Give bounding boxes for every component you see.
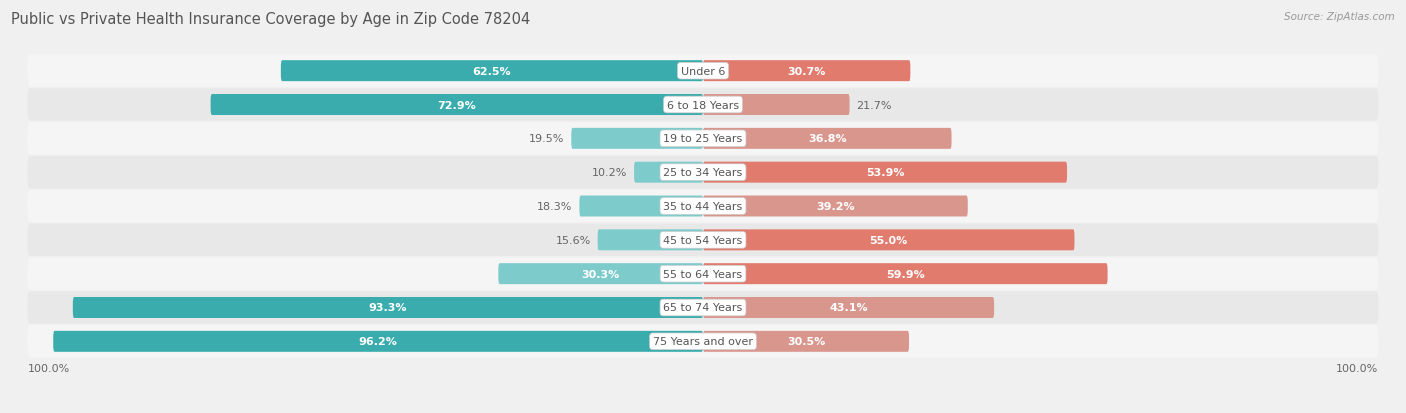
Text: 30.7%: 30.7% <box>787 66 825 76</box>
Text: Source: ZipAtlas.com: Source: ZipAtlas.com <box>1284 12 1395 22</box>
FancyBboxPatch shape <box>28 325 1378 358</box>
Text: 21.7%: 21.7% <box>856 100 891 110</box>
Text: 93.3%: 93.3% <box>368 303 408 313</box>
FancyBboxPatch shape <box>28 190 1378 223</box>
FancyBboxPatch shape <box>28 123 1378 155</box>
Text: 15.6%: 15.6% <box>555 235 591 245</box>
Text: 35 to 44 Years: 35 to 44 Years <box>664 202 742 211</box>
Text: 19 to 25 Years: 19 to 25 Years <box>664 134 742 144</box>
FancyBboxPatch shape <box>28 89 1378 121</box>
FancyBboxPatch shape <box>28 224 1378 256</box>
FancyBboxPatch shape <box>28 55 1378 88</box>
Text: 36.8%: 36.8% <box>808 134 846 144</box>
Text: 59.9%: 59.9% <box>886 269 925 279</box>
Text: 53.9%: 53.9% <box>866 168 904 178</box>
FancyBboxPatch shape <box>211 95 703 116</box>
FancyBboxPatch shape <box>634 162 703 183</box>
Text: 39.2%: 39.2% <box>815 202 855 211</box>
Text: 10.2%: 10.2% <box>592 168 627 178</box>
Text: 30.5%: 30.5% <box>787 337 825 347</box>
Text: Under 6: Under 6 <box>681 66 725 76</box>
FancyBboxPatch shape <box>28 292 1378 324</box>
Text: 75 Years and over: 75 Years and over <box>652 337 754 347</box>
Text: 6 to 18 Years: 6 to 18 Years <box>666 100 740 110</box>
FancyBboxPatch shape <box>703 162 1067 183</box>
Text: 100.0%: 100.0% <box>1336 363 1378 373</box>
Text: 19.5%: 19.5% <box>529 134 565 144</box>
FancyBboxPatch shape <box>703 297 994 318</box>
Text: 43.1%: 43.1% <box>830 303 868 313</box>
Text: 72.9%: 72.9% <box>437 100 477 110</box>
Text: 30.3%: 30.3% <box>582 269 620 279</box>
Text: 25 to 34 Years: 25 to 34 Years <box>664 168 742 178</box>
FancyBboxPatch shape <box>73 297 703 318</box>
Text: 45 to 54 Years: 45 to 54 Years <box>664 235 742 245</box>
FancyBboxPatch shape <box>579 196 703 217</box>
FancyBboxPatch shape <box>703 230 1074 251</box>
FancyBboxPatch shape <box>28 157 1378 189</box>
Text: 18.3%: 18.3% <box>537 202 572 211</box>
FancyBboxPatch shape <box>703 263 1108 285</box>
FancyBboxPatch shape <box>498 263 703 285</box>
Text: 55.0%: 55.0% <box>870 235 908 245</box>
Text: Public vs Private Health Insurance Coverage by Age in Zip Code 78204: Public vs Private Health Insurance Cover… <box>11 12 530 27</box>
FancyBboxPatch shape <box>53 331 703 352</box>
Text: 65 to 74 Years: 65 to 74 Years <box>664 303 742 313</box>
FancyBboxPatch shape <box>703 331 910 352</box>
FancyBboxPatch shape <box>703 61 910 82</box>
FancyBboxPatch shape <box>703 95 849 116</box>
FancyBboxPatch shape <box>703 196 967 217</box>
FancyBboxPatch shape <box>598 230 703 251</box>
FancyBboxPatch shape <box>703 128 952 150</box>
Text: 55 to 64 Years: 55 to 64 Years <box>664 269 742 279</box>
Text: 62.5%: 62.5% <box>472 66 512 76</box>
FancyBboxPatch shape <box>281 61 703 82</box>
Text: 100.0%: 100.0% <box>28 363 70 373</box>
FancyBboxPatch shape <box>28 258 1378 290</box>
FancyBboxPatch shape <box>571 128 703 150</box>
Text: 96.2%: 96.2% <box>359 337 398 347</box>
